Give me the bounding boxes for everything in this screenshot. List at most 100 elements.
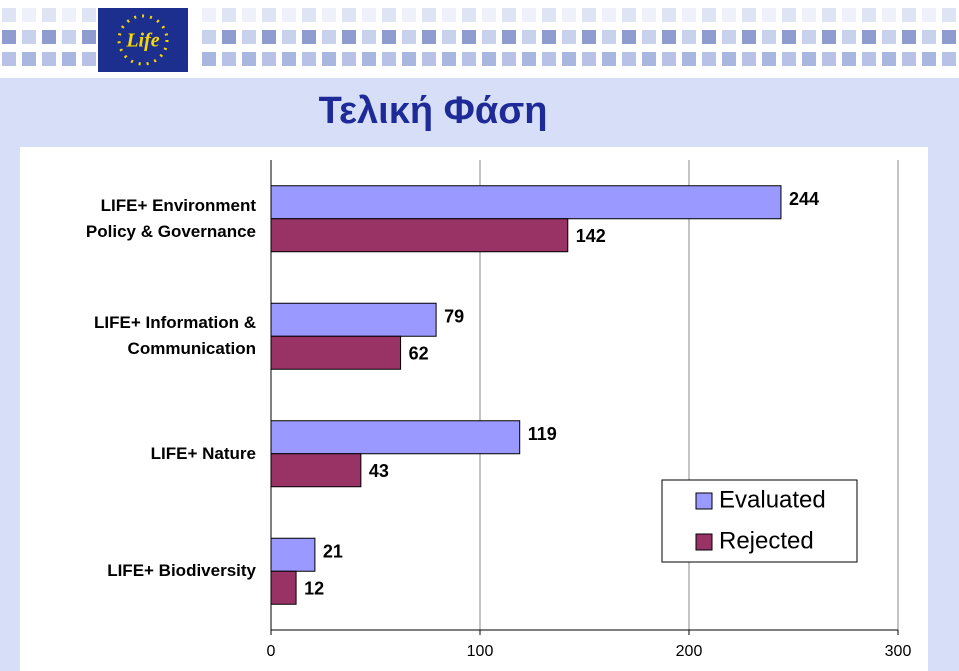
mosaic-tile xyxy=(422,52,436,66)
mosaic-tile xyxy=(422,8,436,22)
legend-swatch xyxy=(695,533,713,551)
chart-title: Τελική Φάση xyxy=(319,90,548,132)
mosaic-tile xyxy=(502,8,516,22)
mosaic-tile xyxy=(862,52,876,66)
mosaic-tile xyxy=(522,8,536,22)
value-label: 244 xyxy=(789,189,819,209)
mosaic-tile xyxy=(662,8,676,22)
mosaic-tile xyxy=(462,8,476,22)
mosaic-tile xyxy=(362,8,376,22)
mosaic-tile xyxy=(622,52,636,66)
mosaic-tile xyxy=(422,30,436,44)
mosaic-tile xyxy=(402,52,416,66)
bar xyxy=(270,537,316,572)
mosaic-tile xyxy=(402,8,416,22)
mosaic-tile xyxy=(882,8,896,22)
mosaic-tile xyxy=(582,52,596,66)
mosaic-tile xyxy=(242,30,256,44)
mosaic-tile xyxy=(302,52,316,66)
x-tick-label: 0 xyxy=(267,643,276,660)
mosaic-tile xyxy=(382,30,396,44)
mosaic-tile xyxy=(222,52,236,66)
legend-label: Evaluated xyxy=(719,486,826,513)
mosaic-tile xyxy=(22,8,36,22)
mosaic-tile xyxy=(282,8,296,22)
mosaic-tile xyxy=(622,30,636,44)
mosaic-tile xyxy=(782,52,796,66)
value-label: 79 xyxy=(444,307,464,327)
mosaic-tile xyxy=(42,8,56,22)
mosaic-tile xyxy=(442,52,456,66)
value-label: 12 xyxy=(304,579,324,599)
legend-box xyxy=(661,479,858,563)
mosaic-tile xyxy=(642,8,656,22)
mosaic-tile xyxy=(62,52,76,66)
mosaic-tile xyxy=(922,52,936,66)
y-tick-label: LIFE+ Information & Communication xyxy=(94,313,256,359)
legend-label: Rejected xyxy=(719,527,814,554)
mosaic-tile xyxy=(742,8,756,22)
mosaic-tile xyxy=(382,52,396,66)
mosaic-tile xyxy=(902,8,916,22)
mosaic-tile xyxy=(382,8,396,22)
mosaic-tile xyxy=(522,30,536,44)
mosaic-tile xyxy=(282,52,296,66)
mosaic-tile xyxy=(802,52,816,66)
mosaic-tile xyxy=(62,30,76,44)
bar xyxy=(270,302,437,337)
mosaic-tile xyxy=(942,30,956,44)
mosaic-tile xyxy=(602,30,616,44)
mosaic-tile xyxy=(582,8,596,22)
mosaic-tile xyxy=(82,52,96,66)
mosaic-tile xyxy=(502,52,516,66)
mosaic-tile xyxy=(222,8,236,22)
x-tick-label: 300 xyxy=(885,643,912,660)
mosaic-tile xyxy=(242,52,256,66)
bar xyxy=(270,185,782,220)
mosaic-tile xyxy=(942,8,956,22)
mosaic-tile xyxy=(542,30,556,44)
mosaic-tile xyxy=(922,30,936,44)
mosaic-tile xyxy=(762,8,776,22)
mosaic-tile xyxy=(302,30,316,44)
mosaic-tile xyxy=(2,8,16,22)
mosaic-tile xyxy=(362,52,376,66)
mosaic-tile xyxy=(942,52,956,66)
mosaic-tile xyxy=(362,30,376,44)
bar xyxy=(270,570,297,605)
mosaic-tile xyxy=(742,52,756,66)
mosaic-tile xyxy=(482,8,496,22)
mosaic-tile xyxy=(82,30,96,44)
mosaic-tile xyxy=(442,8,456,22)
mosaic-tile xyxy=(622,8,636,22)
mosaic-tile xyxy=(802,30,816,44)
value-label: 142 xyxy=(576,226,606,246)
mosaic-tile xyxy=(2,30,16,44)
mosaic-tile xyxy=(22,52,36,66)
mosaic-tile xyxy=(682,52,696,66)
mosaic-tile xyxy=(2,52,16,66)
mosaic-tile xyxy=(542,52,556,66)
mosaic-tile xyxy=(222,30,236,44)
value-label: 21 xyxy=(323,542,343,562)
mosaic-tile xyxy=(322,30,336,44)
banner-mosaic xyxy=(2,8,956,66)
mosaic-tile xyxy=(842,30,856,44)
mosaic-tile xyxy=(842,8,856,22)
mosaic-tile xyxy=(722,8,736,22)
mosaic-tile xyxy=(762,30,776,44)
x-tick-label: 200 xyxy=(676,643,703,660)
mosaic-tile xyxy=(22,30,36,44)
value-label: 119 xyxy=(528,424,557,444)
mosaic-tile xyxy=(702,30,716,44)
mosaic-tile xyxy=(902,30,916,44)
mosaic-tile xyxy=(442,30,456,44)
mosaic-tile xyxy=(882,52,896,66)
mosaic-tile xyxy=(602,8,616,22)
x-tick-label: 100 xyxy=(467,643,494,660)
mosaic-tile xyxy=(542,8,556,22)
mosaic-tile xyxy=(282,30,296,44)
mosaic-tile xyxy=(342,52,356,66)
